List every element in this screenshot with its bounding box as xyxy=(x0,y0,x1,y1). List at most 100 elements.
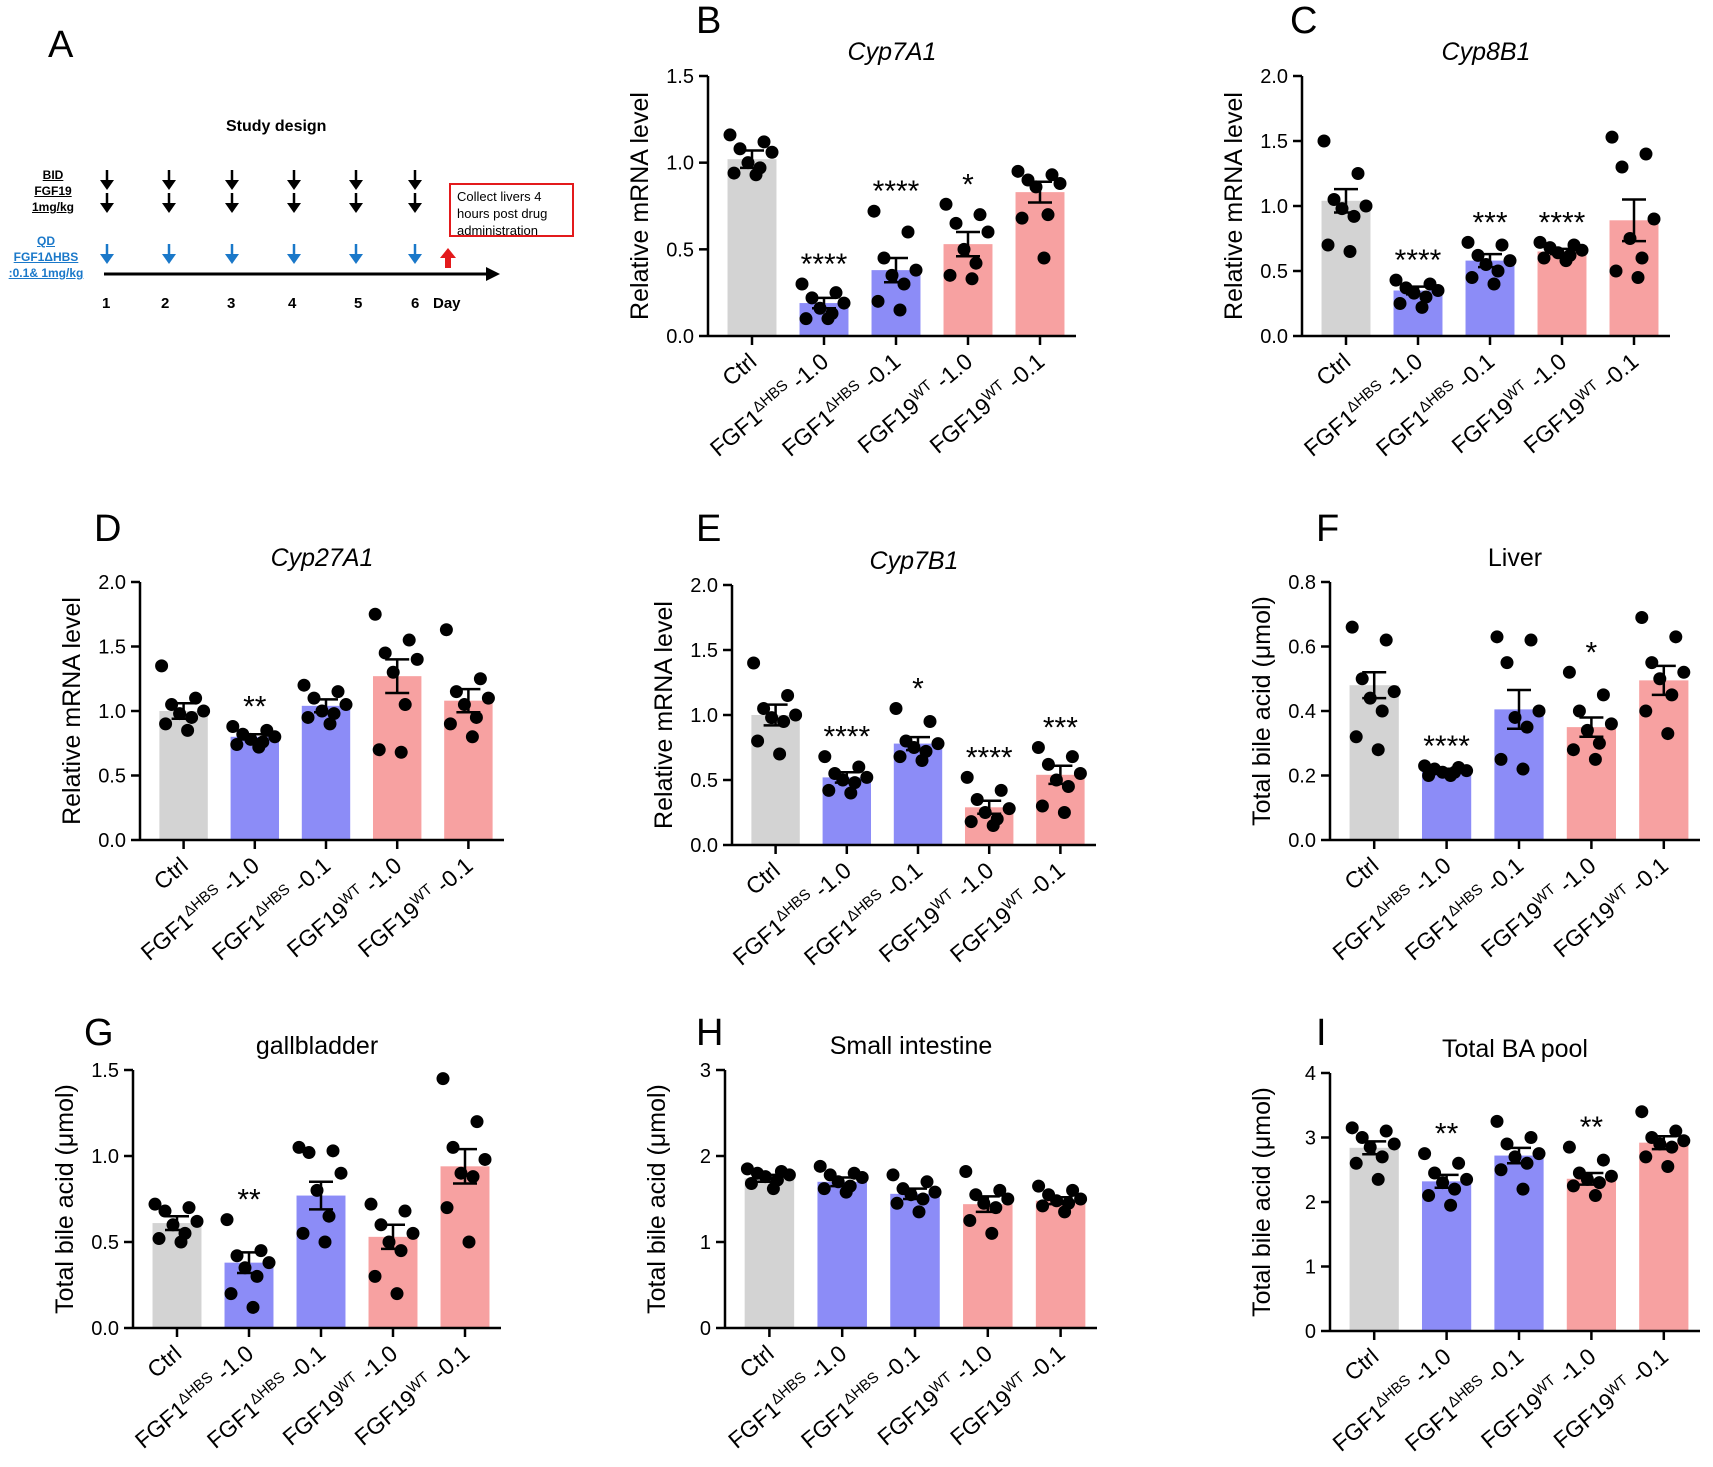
data-point xyxy=(1566,1179,1580,1193)
data-point xyxy=(965,272,979,286)
data-point xyxy=(1588,752,1602,766)
bid-arrow-icon xyxy=(100,203,114,213)
bid-arrow-icon xyxy=(162,180,176,190)
data-point xyxy=(1387,685,1401,699)
day-1: 1 xyxy=(102,295,111,312)
data-point xyxy=(1647,212,1661,226)
data-point xyxy=(901,225,915,239)
data-point xyxy=(1665,1140,1679,1154)
data-point xyxy=(1393,297,1407,310)
chart-title: Cyp8B1 xyxy=(1442,38,1531,66)
data-point xyxy=(889,702,903,715)
y-tick-label: 2 xyxy=(1305,1192,1316,1214)
data-point xyxy=(1559,254,1573,268)
data-point xyxy=(799,312,813,326)
day-5: 5 xyxy=(354,295,363,312)
data-point xyxy=(994,783,1008,797)
qd-dose-label: QD FGF1ΔHBS :0.1& 1mg/kg xyxy=(2,233,90,281)
data-point xyxy=(226,719,240,733)
y-tick-label: 1 xyxy=(700,1232,711,1254)
data-point xyxy=(262,1256,276,1270)
data-point xyxy=(839,1185,853,1199)
significance-stars: **** xyxy=(966,741,1013,774)
data-point xyxy=(1639,704,1653,718)
data-point xyxy=(436,1072,450,1086)
y-tick-label: 1.5 xyxy=(91,1060,119,1082)
data-point xyxy=(893,750,907,764)
y-tick-label: 4 xyxy=(1305,1063,1316,1085)
data-point xyxy=(230,738,244,752)
data-point xyxy=(1639,147,1653,161)
data-point xyxy=(301,710,315,724)
data-point xyxy=(1431,284,1445,297)
y-tick-label: 1.5 xyxy=(690,640,718,662)
study-timeline xyxy=(100,170,500,281)
data-point xyxy=(165,698,179,712)
data-point xyxy=(440,1201,454,1215)
data-point xyxy=(185,710,199,724)
data-point xyxy=(1669,630,1683,644)
data-point xyxy=(740,1162,754,1176)
data-point xyxy=(1490,1114,1504,1128)
data-point xyxy=(1604,1169,1618,1183)
qd-arrow-icon xyxy=(225,254,239,264)
panel-letter-a: A xyxy=(48,24,74,66)
data-point xyxy=(1520,720,1534,734)
panel-letter-g: G xyxy=(84,1012,114,1054)
y-tick-label: 1.0 xyxy=(690,705,718,727)
data-point xyxy=(893,303,907,317)
y-tick-label: 3 xyxy=(700,1060,711,1082)
data-point xyxy=(470,1115,484,1129)
data-point xyxy=(897,277,911,291)
day-3: 3 xyxy=(227,295,236,312)
data-point xyxy=(368,607,382,621)
data-point xyxy=(1566,743,1580,757)
data-point xyxy=(296,1226,310,1240)
data-point xyxy=(1524,1131,1538,1144)
data-point xyxy=(1032,1179,1046,1193)
data-point xyxy=(1615,160,1629,174)
significance-stars: *** xyxy=(1472,206,1507,239)
significance-stars: ** xyxy=(243,690,267,723)
data-point xyxy=(394,1244,408,1258)
bid-label-line-3: 1mg/kg xyxy=(31,200,74,214)
data-point xyxy=(155,659,169,673)
data-point xyxy=(181,723,195,737)
data-point xyxy=(963,1214,977,1227)
y-tick-label: 2.0 xyxy=(98,572,126,594)
significance-stars: ** xyxy=(237,1184,261,1217)
data-point xyxy=(197,704,211,718)
chart-title: gallbladder xyxy=(256,1032,378,1060)
qd-arrow-icon xyxy=(100,254,114,264)
data-point xyxy=(1389,273,1403,287)
data-point xyxy=(158,1204,172,1218)
data-point xyxy=(220,1213,234,1227)
qd-label-line-1: QD xyxy=(37,234,55,248)
qd-arrow-icon xyxy=(349,254,363,264)
data-point xyxy=(406,1226,420,1240)
y-axis-label: Total bile acid (μmol) xyxy=(51,1084,79,1314)
data-point xyxy=(1428,1166,1442,1180)
data-point xyxy=(410,652,424,666)
data-point xyxy=(252,740,266,754)
data-point xyxy=(1375,1150,1389,1164)
data-point xyxy=(886,1168,900,1182)
data-point xyxy=(970,793,984,806)
data-point xyxy=(939,197,953,211)
bar xyxy=(1035,1200,1086,1328)
data-point xyxy=(1596,688,1610,702)
data-point xyxy=(943,268,957,282)
data-point xyxy=(782,1168,796,1182)
data-point xyxy=(1074,1192,1088,1206)
bid-arrow-icon xyxy=(162,203,176,213)
data-point xyxy=(789,708,803,722)
data-point xyxy=(446,1140,460,1154)
data-point xyxy=(795,277,809,291)
significance-stars: **** xyxy=(823,721,870,754)
data-point xyxy=(1631,271,1645,284)
data-point xyxy=(1031,741,1045,754)
data-point xyxy=(773,747,787,761)
panel-letter-c: C xyxy=(1290,0,1318,42)
